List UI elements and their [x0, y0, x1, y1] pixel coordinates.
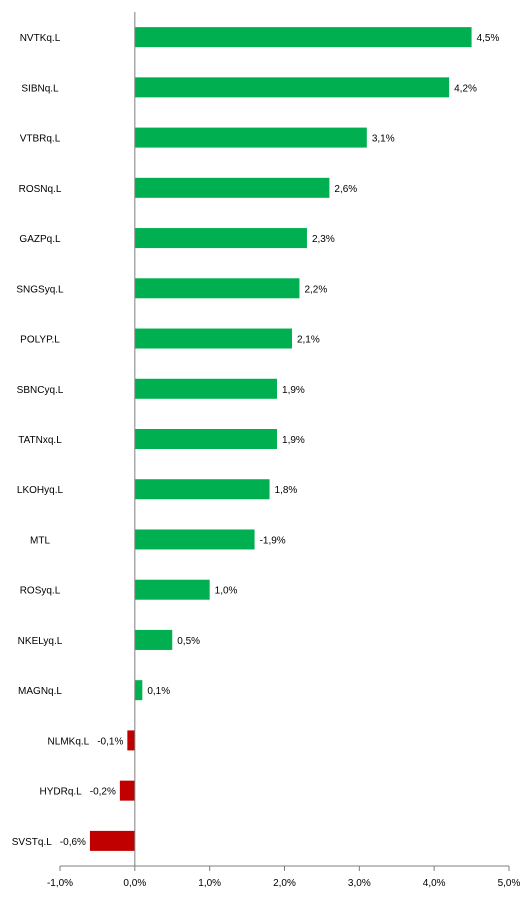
bar-nvtkq-l: [134, 27, 472, 48]
data-label: 3,1%: [372, 134, 395, 145]
bar-nlmkq-l: [127, 730, 135, 751]
bar-sibnq-l: [134, 77, 450, 98]
category-labels-group: NVTKq.L SIBNq.L VTBRq.L ROSNq.L GAZPq.L SNGSy…: [12, 33, 90, 848]
data-label: 2,1%: [297, 335, 320, 346]
category-label: NLMKq.L: [48, 736, 90, 747]
category-label: ROSNq.L: [19, 184, 62, 195]
x-tick-label: 5,0%: [498, 878, 521, 889]
data-label: 1,9%: [282, 385, 305, 396]
data-label: 4,2%: [454, 83, 477, 94]
data-label: 1,8%: [275, 485, 298, 496]
category-label: SBNCyq.L: [17, 385, 64, 396]
bar-rosnq-l: [134, 177, 330, 198]
category-label: MTL: [30, 535, 50, 546]
bar-svstq-l: [89, 830, 135, 851]
category-label: NKELyq.L: [18, 636, 63, 647]
bar-hydrq-l: [119, 780, 135, 801]
bar-gazpq-l: [134, 228, 307, 249]
data-label: 2,6%: [334, 184, 357, 195]
category-label: TATNxq.L: [18, 435, 62, 446]
x-tick-label: 3,0%: [348, 878, 371, 889]
category-label: SVSTq.L: [12, 837, 52, 848]
x-tick-label: -1,0%: [47, 878, 73, 889]
x-tick-label: 2,0%: [273, 878, 296, 889]
data-label: 0,1%: [147, 686, 170, 697]
x-ticks-group: -1,0% 0,0% 1,0% 2,0% 3,0% 4,0% 5,0%: [47, 866, 521, 889]
data-label: -0,1%: [97, 736, 123, 747]
data-label: 2,3%: [312, 234, 335, 245]
category-label: MAGNq.L: [18, 686, 62, 697]
data-label: -0,2%: [90, 787, 116, 798]
category-label: POLYP.L: [20, 335, 60, 346]
data-labels-group: 4,5% 4,2% 3,1% 2,6% 2,3% 2,2% 2,1% 1,9% 1,9% 1,8%…: [60, 33, 500, 848]
data-label: 1,0%: [215, 586, 238, 597]
bar-vtbrq-l: [134, 127, 367, 148]
x-tick-label: 0,0%: [123, 878, 146, 889]
data-label: -0,6%: [60, 837, 86, 848]
bar-magnq-l: [134, 680, 143, 701]
data-label: 0,5%: [177, 636, 200, 647]
bar-lkohyq-l: [134, 479, 270, 500]
x-tick-label: 1,0%: [198, 878, 221, 889]
bars-group: [89, 27, 472, 851]
category-label: LKOHyq.L: [17, 485, 64, 496]
category-label: HYDRq.L: [39, 787, 82, 798]
category-label: VTBRq.L: [20, 134, 61, 145]
x-tick-label: 4,0%: [423, 878, 446, 889]
bar-polyp-l: [134, 328, 292, 349]
bar-mtl: [134, 529, 255, 550]
category-label: GAZPq.L: [19, 234, 61, 245]
bar-rosyq-l: [134, 579, 210, 600]
bar-nkelyq-l: [134, 629, 173, 650]
bar-sbncyq-l: [134, 378, 278, 399]
category-label: SNGSyq.L: [16, 284, 64, 295]
data-label: 4,5%: [477, 33, 500, 44]
category-label: SIBNq.L: [21, 83, 59, 94]
bar-tatnxq-l: [134, 429, 278, 449]
category-label: NVTKq.L: [20, 33, 61, 44]
data-label: 2,2%: [304, 284, 327, 295]
bar-sngsyq-l: [134, 278, 300, 299]
category-label: ROSyq.L: [20, 586, 61, 597]
data-label: -1,9%: [260, 535, 286, 546]
data-label: 1,9%: [282, 435, 305, 446]
